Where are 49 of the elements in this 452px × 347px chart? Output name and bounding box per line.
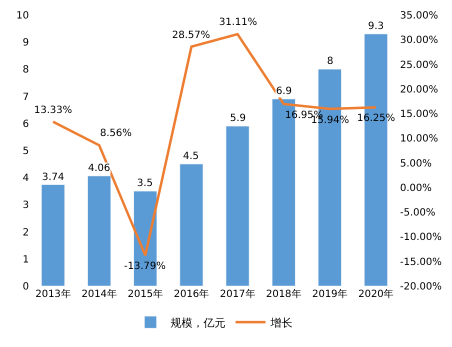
x-tick-label: 2013年 bbox=[35, 288, 71, 300]
y-tick-label: 2 bbox=[22, 227, 29, 238]
data-label: 8 bbox=[327, 56, 334, 67]
y2-tick-label: 20.00% bbox=[400, 84, 438, 96]
x-tick-label: 2017年 bbox=[220, 288, 256, 300]
y2-tick-label: -15.00% bbox=[400, 256, 442, 268]
x-tick-label: 2015年 bbox=[128, 288, 164, 300]
bar bbox=[226, 126, 250, 286]
y-tick-label: 0 bbox=[22, 282, 29, 292]
x-tick-label: 2016年 bbox=[174, 288, 210, 300]
y2-tick-label: 5.00% bbox=[400, 158, 432, 170]
x-tick-label: 2018年 bbox=[266, 288, 302, 300]
data-label: 6.9 bbox=[276, 86, 292, 97]
data-label: 31.11% bbox=[219, 17, 258, 28]
bar bbox=[41, 184, 65, 286]
y2-tick-label: 0.00% bbox=[400, 182, 432, 194]
y-tick-label: 9 bbox=[22, 38, 29, 49]
x-tick-label: 2019年 bbox=[312, 288, 348, 300]
y-tick-label: 6 bbox=[22, 118, 29, 130]
data-label: 28.57% bbox=[172, 30, 210, 41]
y-tick-label: 1 bbox=[22, 254, 29, 266]
y2-tick-label: 10.00% bbox=[400, 134, 438, 145]
bar bbox=[180, 164, 204, 286]
data-label: 5.9 bbox=[230, 113, 246, 124]
y2-tick-label: 30.00% bbox=[400, 35, 438, 46]
x-tick-label: 2020年 bbox=[358, 288, 394, 300]
y2-tick-label: 25.00% bbox=[400, 60, 438, 71]
y-tick-label: 4 bbox=[22, 173, 29, 184]
y2-tick-label: -5.00% bbox=[400, 208, 436, 219]
y-tick-label: 10 bbox=[16, 10, 29, 22]
legend-label: 增长 bbox=[270, 316, 292, 330]
y2-tick-label: 15.00% bbox=[400, 109, 438, 120]
y-tick-label: 8 bbox=[22, 64, 29, 76]
data-label: 4.06 bbox=[88, 163, 110, 174]
data-label: 13.33% bbox=[34, 105, 72, 116]
data-label: 3.5 bbox=[137, 178, 153, 189]
x-tick-label: 2014年 bbox=[81, 288, 117, 300]
data-label: 3.74 bbox=[42, 172, 64, 183]
data-label: 9.3 bbox=[368, 21, 384, 32]
data-label: 4.5 bbox=[183, 151, 199, 162]
y2-tick-label: -20.00% bbox=[400, 282, 442, 292]
y-tick-label: 5 bbox=[22, 146, 29, 157]
y-tick-label: 7 bbox=[22, 92, 29, 103]
y2-tick-label: 35.00% bbox=[400, 10, 438, 22]
data-label: 8.56% bbox=[100, 128, 132, 139]
bar bbox=[87, 176, 111, 286]
y-tick-label: 3 bbox=[22, 200, 29, 212]
y2-tick-label: -10.00% bbox=[400, 232, 442, 244]
legend-label: 规模，亿元 bbox=[170, 316, 226, 330]
